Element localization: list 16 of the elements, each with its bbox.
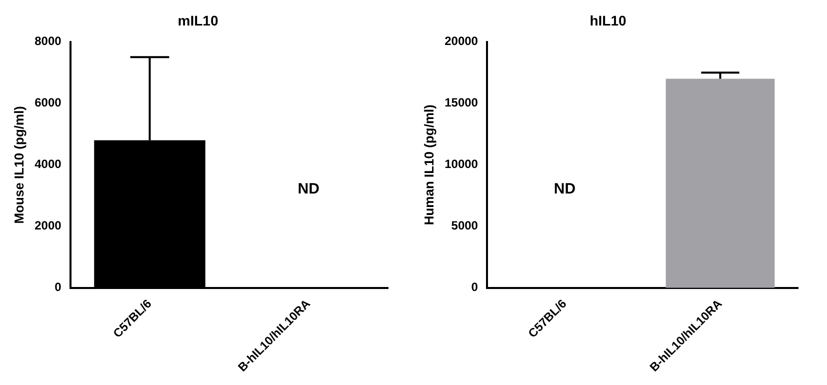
annotation: ND bbox=[298, 180, 320, 198]
y-axis-title: Mouse IL10 (pg/ml) bbox=[11, 106, 26, 224]
y-tick-label: 0 bbox=[471, 280, 478, 294]
chart-title: mIL10 bbox=[178, 12, 218, 28]
y-tick-label: 2000 bbox=[34, 218, 62, 233]
y-tick-label: 0 bbox=[54, 280, 62, 294]
y-axis-title: Human IL10 (pg/ml) bbox=[421, 104, 436, 226]
chart-title: hIL10 bbox=[590, 12, 626, 28]
y-tick-label: 8000 bbox=[34, 34, 62, 48]
y-tick-label: 6000 bbox=[34, 96, 62, 110]
y-tick-label: 15000 bbox=[444, 96, 478, 110]
y-tick-label: 5000 bbox=[451, 218, 478, 233]
y-tick-label: 10000 bbox=[444, 157, 478, 172]
y-tick-label: 4000 bbox=[34, 157, 62, 172]
y-tick-label: 20000 bbox=[444, 34, 478, 48]
annotation: ND bbox=[554, 180, 576, 198]
